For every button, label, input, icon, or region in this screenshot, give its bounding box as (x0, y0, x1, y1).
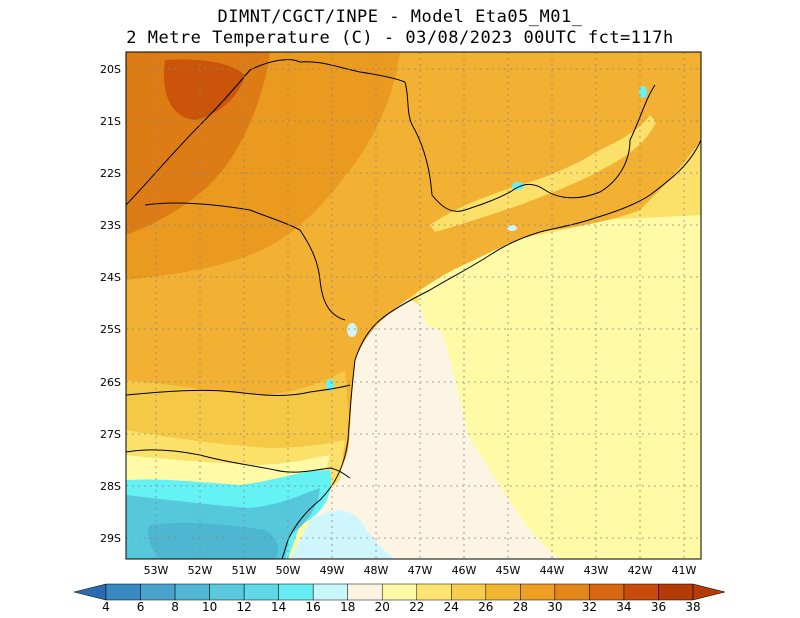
lon-label: 53W (144, 564, 169, 577)
colorbar-label: 36 (651, 600, 666, 614)
lon-label: 43W (584, 564, 609, 577)
colorbar-swatch (209, 583, 245, 601)
colorbar-label: 4 (102, 600, 110, 614)
colorbar-label: 8 (171, 600, 179, 614)
lat-label: 21S (100, 115, 121, 128)
map-title-line1: DIMNT/CGCT/INPE - Model Eta05_M01_ (217, 7, 583, 27)
colorbar-label: 22 (409, 600, 424, 614)
colorbar-swatch (174, 583, 210, 601)
colorbar-swatch (243, 583, 279, 601)
colorbar-label: 18 (340, 600, 355, 614)
colorbar-label: 30 (547, 600, 562, 614)
colorbar-label: 38 (685, 600, 700, 614)
cold-spot-coast-sc (347, 323, 357, 337)
latitude-axis: 20S 21S 22S 23S 24S 25S 26S 27S 28S 29S (100, 63, 121, 545)
colorbar: 4 6 8 10 12 14 16 18 20 22 24 26 28 30 32 34 36 38 (73, 583, 726, 614)
lon-label: 49W (320, 564, 345, 577)
ocean-band-20-22 (300, 325, 560, 559)
colorbar-label: 6 (137, 600, 145, 614)
lon-label: 45W (496, 564, 521, 577)
map-title-line2: 2 Metre Temperature (C) - 03/08/2023 00U… (126, 28, 674, 48)
boundaries (126, 59, 701, 559)
land-band-12-14 (148, 522, 278, 559)
colorbar-swatch (381, 583, 418, 601)
longitude-axis: 53W 52W 51W 50W 49W 48W 47W 46W 45W 44W … (144, 564, 697, 577)
lon-label: 47W (408, 564, 433, 577)
colorbar-label: 32 (582, 600, 597, 614)
colorbar-label: 34 (616, 600, 631, 614)
colorbar-swatch (105, 583, 141, 601)
state-border-sc-rs (126, 449, 351, 479)
land-band-34-36 (164, 59, 245, 120)
colorbar-swatch (451, 583, 487, 601)
colorbar-low-arrow (73, 583, 107, 601)
colorbar-label: 12 (236, 600, 251, 614)
map-frame (125, 51, 702, 560)
lon-label: 44W (540, 564, 565, 577)
colorbar-label: 10 (202, 600, 217, 614)
ocean-band-18-20 (290, 510, 395, 559)
lon-label: 48W (364, 564, 389, 577)
temperature-field (126, 52, 701, 559)
cold-spot-bocaina (507, 225, 517, 231)
state-border-pr-sc (126, 384, 351, 396)
lon-label: 42W (628, 564, 653, 577)
ocean-band-22-24 (415, 215, 701, 559)
colorbar-swatch (416, 583, 452, 601)
colorbar-swatch (658, 583, 694, 601)
lat-label: 25S (100, 323, 121, 336)
colorbar-label: 26 (478, 600, 493, 614)
colorbar-label: 20 (375, 600, 390, 614)
lat-label: 29S (100, 532, 121, 545)
colorbar-swatch (278, 583, 314, 601)
lat-label: 26S (100, 376, 121, 389)
colorbar-high-arrow (692, 583, 726, 601)
land-band-28-30-northeast (520, 52, 701, 197)
colorbar-swatch (485, 583, 521, 601)
lon-label: 46W (452, 564, 477, 577)
colorbar-swatch (140, 583, 176, 601)
lon-label: 50W (276, 564, 301, 577)
state-border-pr-sp (144, 202, 346, 321)
colorbar-label: 24 (444, 600, 459, 614)
colorbar-label: 14 (271, 600, 286, 614)
colorbar-swatch (347, 583, 383, 601)
lat-label: 27S (100, 428, 121, 441)
lon-label: 41W (672, 564, 697, 577)
lat-label: 20S (100, 63, 121, 76)
state-border-mg-sp (404, 81, 656, 212)
lon-label: 52W (188, 564, 213, 577)
colorbar-swatch (520, 583, 556, 601)
lat-label: 28S (100, 480, 121, 493)
cold-spot-mantiqueira (512, 182, 524, 190)
colorbar-swatch (312, 583, 348, 601)
colorbar-swatch (554, 583, 590, 601)
cold-spot-northeast (639, 86, 647, 98)
colorbar-label: 28 (513, 600, 528, 614)
colorbar-swatch (623, 583, 659, 601)
lon-label: 51W (232, 564, 257, 577)
colorbar-swatch (589, 583, 625, 601)
lat-label: 22S (100, 167, 121, 180)
land-band-32-34 (126, 52, 270, 235)
lat-label: 23S (100, 219, 121, 232)
grid-lines (126, 52, 701, 559)
lat-label: 24S (100, 271, 121, 284)
colorbar-label: 16 (306, 600, 321, 614)
state-border-ms-sp (126, 59, 406, 206)
coastline (281, 139, 701, 559)
